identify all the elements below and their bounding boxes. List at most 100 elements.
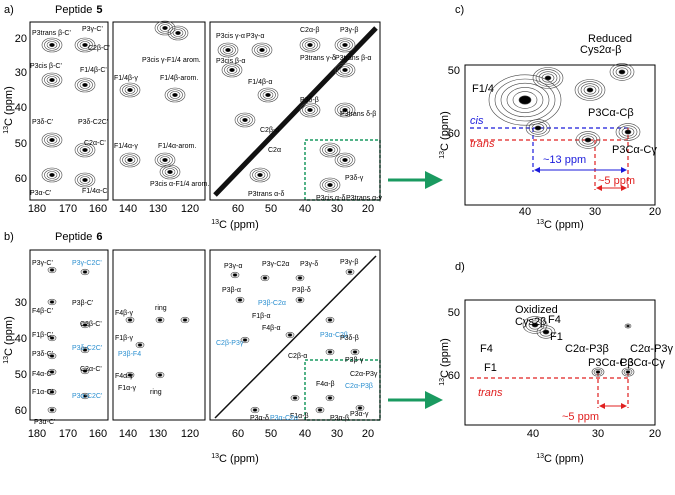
peak-label: F1/4α-arom. xyxy=(158,143,196,150)
contour xyxy=(49,77,55,83)
panel-label: c) xyxy=(455,4,464,16)
axis-title: 13C (ppm) xyxy=(439,338,451,386)
contour xyxy=(157,154,173,166)
peak-label: F1β-C' xyxy=(32,332,53,339)
contour xyxy=(154,152,176,168)
contour xyxy=(535,69,561,87)
y-tick-label: 50 xyxy=(15,138,27,150)
contour xyxy=(327,350,333,354)
contour xyxy=(159,164,181,180)
x-tick-label: 30 xyxy=(589,206,601,218)
contour xyxy=(327,396,333,400)
contour xyxy=(615,123,641,141)
peak-label: C2β-α xyxy=(288,353,307,360)
contour xyxy=(577,81,603,99)
contour xyxy=(242,117,248,123)
contour xyxy=(74,172,96,188)
contour xyxy=(47,266,57,274)
peak-label: F1 xyxy=(484,362,497,374)
x-tick-label: 130 xyxy=(149,428,167,440)
contour xyxy=(307,42,313,48)
peak-label: C2β-C' xyxy=(80,321,102,328)
y-tick-label: 50 xyxy=(448,65,460,77)
plot-frame xyxy=(464,299,656,426)
contour xyxy=(260,89,276,101)
contour xyxy=(355,404,365,412)
panel-title-text: Peptide xyxy=(55,4,92,16)
peak-label: C2β-α xyxy=(260,127,279,134)
x-tick-label: 160 xyxy=(89,428,107,440)
contour xyxy=(528,320,542,330)
peak-label: P3γ-β xyxy=(340,27,358,34)
contour xyxy=(259,47,265,53)
contour xyxy=(224,64,240,76)
peak-label: F4α-γ xyxy=(115,373,134,380)
peak-label: P3cis β-C' xyxy=(30,63,62,70)
contour xyxy=(82,369,88,373)
contour xyxy=(297,298,303,302)
contour xyxy=(135,341,145,349)
x-tick-label: 20 xyxy=(649,428,661,440)
diagonal xyxy=(214,255,377,419)
x-tick-label: 160 xyxy=(89,203,107,215)
peak-label: P3β-δ xyxy=(292,287,311,294)
contour xyxy=(584,137,592,143)
panel-title-number: 6 xyxy=(96,231,102,243)
contour xyxy=(322,144,338,156)
peak-label: P3Cα-Cγ xyxy=(612,144,657,156)
panel-title-number: 5 xyxy=(96,4,102,16)
x-tick-label: 20 xyxy=(362,203,374,215)
peak-label: P3α-C' xyxy=(34,419,55,426)
x-tick-label: 170 xyxy=(59,428,77,440)
contour xyxy=(167,25,189,41)
x-tick-label: 40 xyxy=(519,206,531,218)
contour xyxy=(122,84,138,96)
peak-label: P3α-β xyxy=(330,415,349,422)
contour xyxy=(125,371,135,379)
contour xyxy=(624,129,632,135)
contour xyxy=(325,348,335,356)
panel-title: Peptide 5 xyxy=(55,4,102,16)
y-tick-label: 20 xyxy=(15,33,27,45)
contour xyxy=(74,37,96,53)
peak-label: F1/4α-C' xyxy=(82,188,109,195)
peak-label: P3trans β-C' xyxy=(32,30,71,37)
contour xyxy=(225,47,231,53)
axis-title-text: C (ppm) xyxy=(439,338,451,378)
peak-label: P3trans α-δ xyxy=(248,191,284,198)
peak-label: F1/4β-C' xyxy=(80,67,107,74)
contour xyxy=(44,169,60,181)
contour xyxy=(337,154,353,166)
contour xyxy=(47,406,57,414)
contour xyxy=(299,37,321,53)
contour xyxy=(252,169,268,181)
contour xyxy=(77,144,93,156)
contour xyxy=(334,37,356,53)
contour xyxy=(287,333,293,337)
contour xyxy=(46,41,58,49)
contour xyxy=(82,348,88,352)
contour xyxy=(79,41,91,49)
peak-label: F1/4α-γ xyxy=(114,143,138,150)
peak-label: P3trans γ-δ xyxy=(300,55,336,62)
contour xyxy=(350,348,360,356)
panel-label: b) xyxy=(4,231,14,243)
contour xyxy=(260,274,270,282)
contour xyxy=(74,77,96,93)
contour xyxy=(79,176,91,184)
peak-label: Reduced xyxy=(588,33,632,45)
contour xyxy=(357,406,363,410)
contour xyxy=(44,74,60,86)
contour xyxy=(127,87,133,93)
contour xyxy=(621,127,635,137)
plot-frame xyxy=(464,64,656,206)
contour xyxy=(342,42,348,48)
contour xyxy=(257,87,279,103)
contour xyxy=(157,22,173,34)
contour xyxy=(536,325,556,339)
peak-label: P3γ-C2α xyxy=(262,261,289,268)
contour xyxy=(254,171,266,179)
contour xyxy=(220,44,236,56)
peak-label: P3α-C2C' xyxy=(72,393,102,400)
